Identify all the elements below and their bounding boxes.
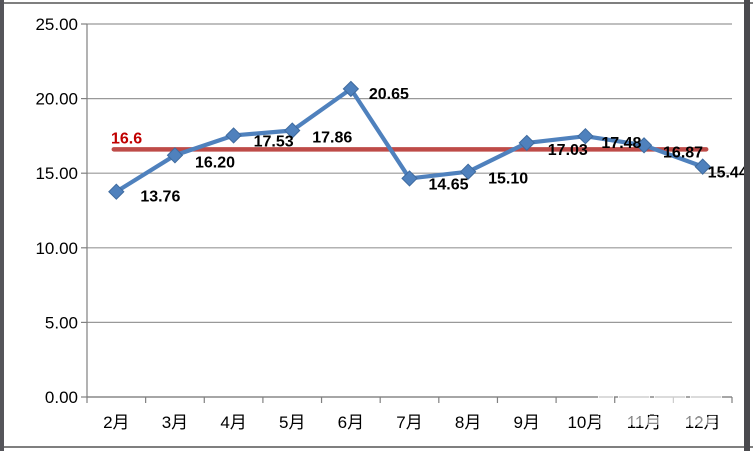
data-point-label: 17.03	[548, 142, 588, 159]
data-point-label: 17.48	[601, 135, 641, 152]
x-axis-tick-label: 5月	[279, 413, 305, 432]
data-point-5月	[284, 122, 301, 139]
data-point-3月	[166, 147, 184, 164]
data-point-label: 20.65	[369, 86, 409, 103]
x-axis-tick-label: 8月	[455, 413, 481, 432]
window-border-left	[0, 0, 4, 451]
y-axis-tick-label: 10.00	[35, 239, 78, 258]
data-point-label: 13.76	[140, 189, 180, 206]
y-axis-tick-label: 25.00	[35, 15, 78, 34]
x-axis-tick-label: 11月	[627, 413, 662, 432]
data-point-label: 15.44	[708, 165, 748, 182]
y-axis-tick-label: 0.00	[45, 388, 78, 407]
data-point-6月	[342, 80, 360, 98]
data-point-11月	[635, 137, 653, 154]
data-point-8月	[459, 163, 477, 180]
x-axis-tick-label: 10月	[567, 413, 603, 432]
x-axis-tick-label: 4月	[220, 413, 246, 432]
data-point-label: 17.53	[254, 133, 294, 150]
data-point-4月	[225, 127, 242, 144]
data-point-label: 14.65	[429, 176, 469, 193]
x-axis-tick-label: 12月	[685, 413, 721, 432]
data-point-label: 17.86	[312, 130, 352, 147]
window-border-top	[0, 2, 753, 4]
window-border-right	[744, 0, 750, 451]
x-axis-tick-label: 6月	[338, 413, 364, 432]
reference-line-label: 16.6	[111, 130, 142, 147]
x-axis-tick-label: 7月	[396, 413, 422, 432]
x-axis-tick-label: 2月	[103, 413, 129, 432]
data-point-label: 15.10	[488, 171, 528, 188]
data-point-10月	[577, 127, 594, 145]
data-point-2月	[108, 183, 125, 200]
data-point-7月	[401, 170, 418, 187]
x-axis-tick-label: 3月	[162, 413, 188, 432]
y-axis-tick-label: 15.00	[35, 164, 78, 183]
y-axis-tick-label: 20.00	[35, 90, 78, 109]
data-point-label: 16.87	[663, 144, 703, 161]
x-axis-tick-label: 9月	[514, 413, 540, 432]
y-axis-tick-label: 5.00	[45, 313, 78, 332]
data-point-12月	[694, 158, 711, 175]
data-point-9月	[518, 134, 535, 152]
window-border-bottom	[0, 446, 753, 448]
data-point-label: 16.20	[195, 154, 235, 171]
